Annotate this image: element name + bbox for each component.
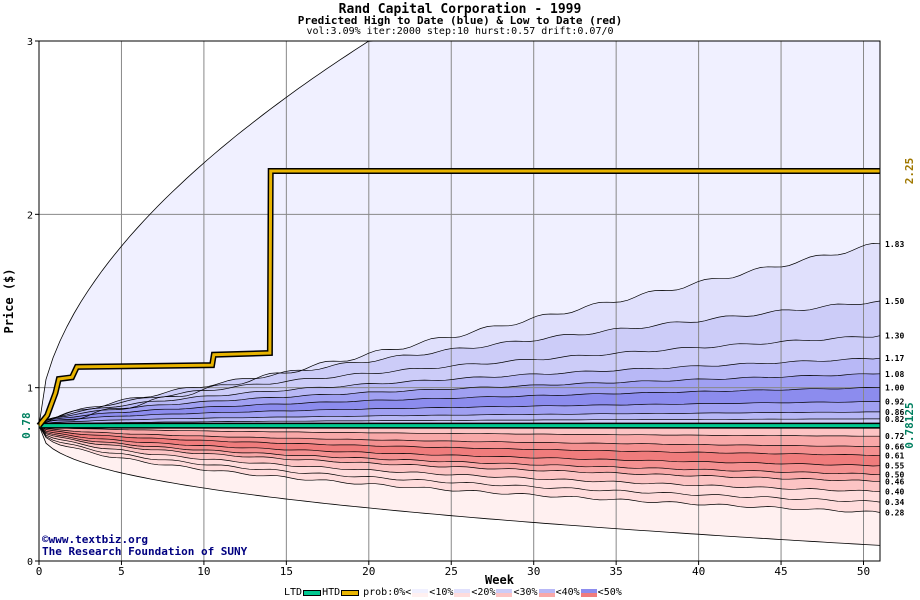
y-tick-label: 3 — [27, 37, 33, 48]
low-quantile-label: 0.50 — [885, 470, 904, 479]
legend-swatch-40 — [580, 588, 597, 597]
x-tick-label: 30 — [527, 565, 540, 578]
high-quantile-line — [38, 401, 881, 426]
low-quantile-label: 0.66 — [885, 443, 904, 452]
chart-legend: LTD HTD prob:0%< <10% <20% <30% <40% <50… — [284, 587, 622, 598]
x-tick-label: 50 — [857, 565, 870, 578]
legend-htd-label: HTD — [322, 587, 341, 598]
chart-title: Rand Capital Corporation - 1999 — [338, 2, 582, 17]
high-band-6 — [39, 387, 880, 426]
low-band-9 — [39, 425, 880, 546]
foundation-credit: The Research Foundation of SUNY — [42, 545, 248, 558]
low-band-1 — [39, 425, 880, 447]
low-quantile-line — [38, 425, 880, 482]
low-band-4 — [39, 425, 880, 475]
low-band-2 — [39, 425, 880, 456]
x-tick-label: 45 — [774, 565, 787, 578]
legend-b10-label: <10% — [429, 587, 454, 598]
low-quantile-label: 0.61 — [885, 451, 904, 460]
low-quantile-line — [38, 425, 881, 467]
high-quantile-line — [38, 243, 881, 426]
high-quantile-line — [38, 357, 881, 426]
legend-b50-label: <50% — [597, 587, 622, 598]
high-quantile-line — [38, 300, 881, 426]
high-quantile-line — [38, 387, 881, 426]
low-quantile-line — [38, 425, 881, 456]
x-tick-label: 5 — [118, 565, 125, 578]
low-quantile-line — [38, 425, 881, 493]
x-tick-label: 25 — [445, 565, 458, 578]
low-quantile-label: 0.46 — [885, 477, 904, 486]
high-band-0 — [39, 41, 880, 426]
high-quantile-label: 1.30 — [885, 332, 904, 341]
high-quantile-label: 0.82 — [885, 415, 904, 424]
low-quantile-label: 0.28 — [885, 508, 904, 517]
y-axis-label: Price ($) — [2, 268, 16, 333]
high-quantile-label: 0.92 — [885, 398, 904, 407]
y-tick-label: 1 — [27, 384, 33, 395]
high-quantile-label: 1.50 — [885, 297, 904, 306]
high-quantile-line — [38, 411, 881, 426]
high-quantile-label: 1.83 — [885, 240, 904, 249]
high-quantile-label: 1.00 — [885, 384, 904, 393]
min-envelope-line — [38, 425, 881, 546]
high-band-8 — [39, 411, 880, 426]
x-tick-label: 35 — [610, 565, 623, 578]
quantile-lines — [38, 40, 881, 546]
legend-prob-label: prob:0%< — [363, 587, 412, 598]
low-quantile-label: 0.40 — [885, 488, 904, 497]
current-price-label: 0.78 — [20, 412, 33, 439]
low-quantile-line — [38, 425, 881, 513]
low-quantile-label: 0.34 — [885, 498, 904, 507]
high-band-4 — [39, 358, 880, 426]
low-band-3 — [39, 425, 880, 466]
y-tick-label: 0 — [27, 557, 33, 568]
quantile-labels: 1.83 1.50 1.30 1.17 1.08 1.00 0.920.860.82 0.72… — [885, 240, 904, 518]
low-band-7 — [39, 425, 880, 503]
legend-ltd-swatch — [303, 589, 322, 596]
low-quantile-line — [38, 425, 881, 448]
x-tick-label: 40 — [692, 565, 705, 578]
x-tick-label: 10 — [197, 565, 210, 578]
copyright-credit[interactable]: ©www.textbiz.org — [42, 533, 148, 546]
legend-ltd-label: LTD — [284, 587, 303, 598]
x-tick-label: 15 — [280, 565, 293, 578]
low-quantile-label: 0.72 — [885, 432, 904, 441]
high-quantile-line — [38, 418, 881, 426]
high-band-7 — [39, 401, 880, 426]
chart-subtitle: Predicted High to Date (blue) & Low to D… — [297, 14, 623, 27]
high-band-3 — [39, 335, 880, 426]
low-quantile-label: 0.55 — [885, 462, 904, 471]
legend-b30-label: <30% — [513, 587, 538, 598]
legend-swatch-10 — [454, 588, 471, 597]
legend-b20-label: <20% — [471, 587, 496, 598]
legend-b40-label: <40% — [555, 587, 580, 598]
x-axis-label: Week — [485, 573, 515, 587]
high-to-date-line — [37, 169, 880, 427]
plot-frame — [38, 40, 881, 562]
current-price-right-label: 0.78125 — [903, 402, 916, 448]
high-quantile-line — [38, 373, 881, 426]
legend-swatch-30 — [538, 588, 555, 597]
chart-parameters: vol:3.09% iter:2000 step:10 hurst:0.57 d… — [306, 26, 614, 37]
x-tick-label: 0 — [36, 565, 43, 578]
high-quantile-label: 0.86 — [885, 408, 904, 417]
low-quantile-line — [38, 425, 881, 503]
high-band-5 — [39, 373, 880, 426]
low-band-8 — [39, 425, 880, 513]
high-quantile-label: 1.17 — [885, 354, 904, 363]
high-band-2 — [39, 301, 880, 426]
legend-swatch-0 — [412, 588, 429, 597]
x-tick-label: 20 — [362, 565, 375, 578]
low-quantile-line — [38, 425, 880, 437]
high-quantile-line — [38, 335, 881, 426]
legend-swatch-20 — [496, 588, 513, 597]
low-band-6 — [39, 425, 880, 492]
legend-htd-swatch — [341, 589, 360, 596]
low-quantile-line — [38, 425, 881, 475]
high-quantile-label: 1.08 — [885, 370, 904, 379]
y-tick-label: 2 — [27, 210, 33, 221]
high-to-date-label: 2.25 — [903, 158, 916, 185]
